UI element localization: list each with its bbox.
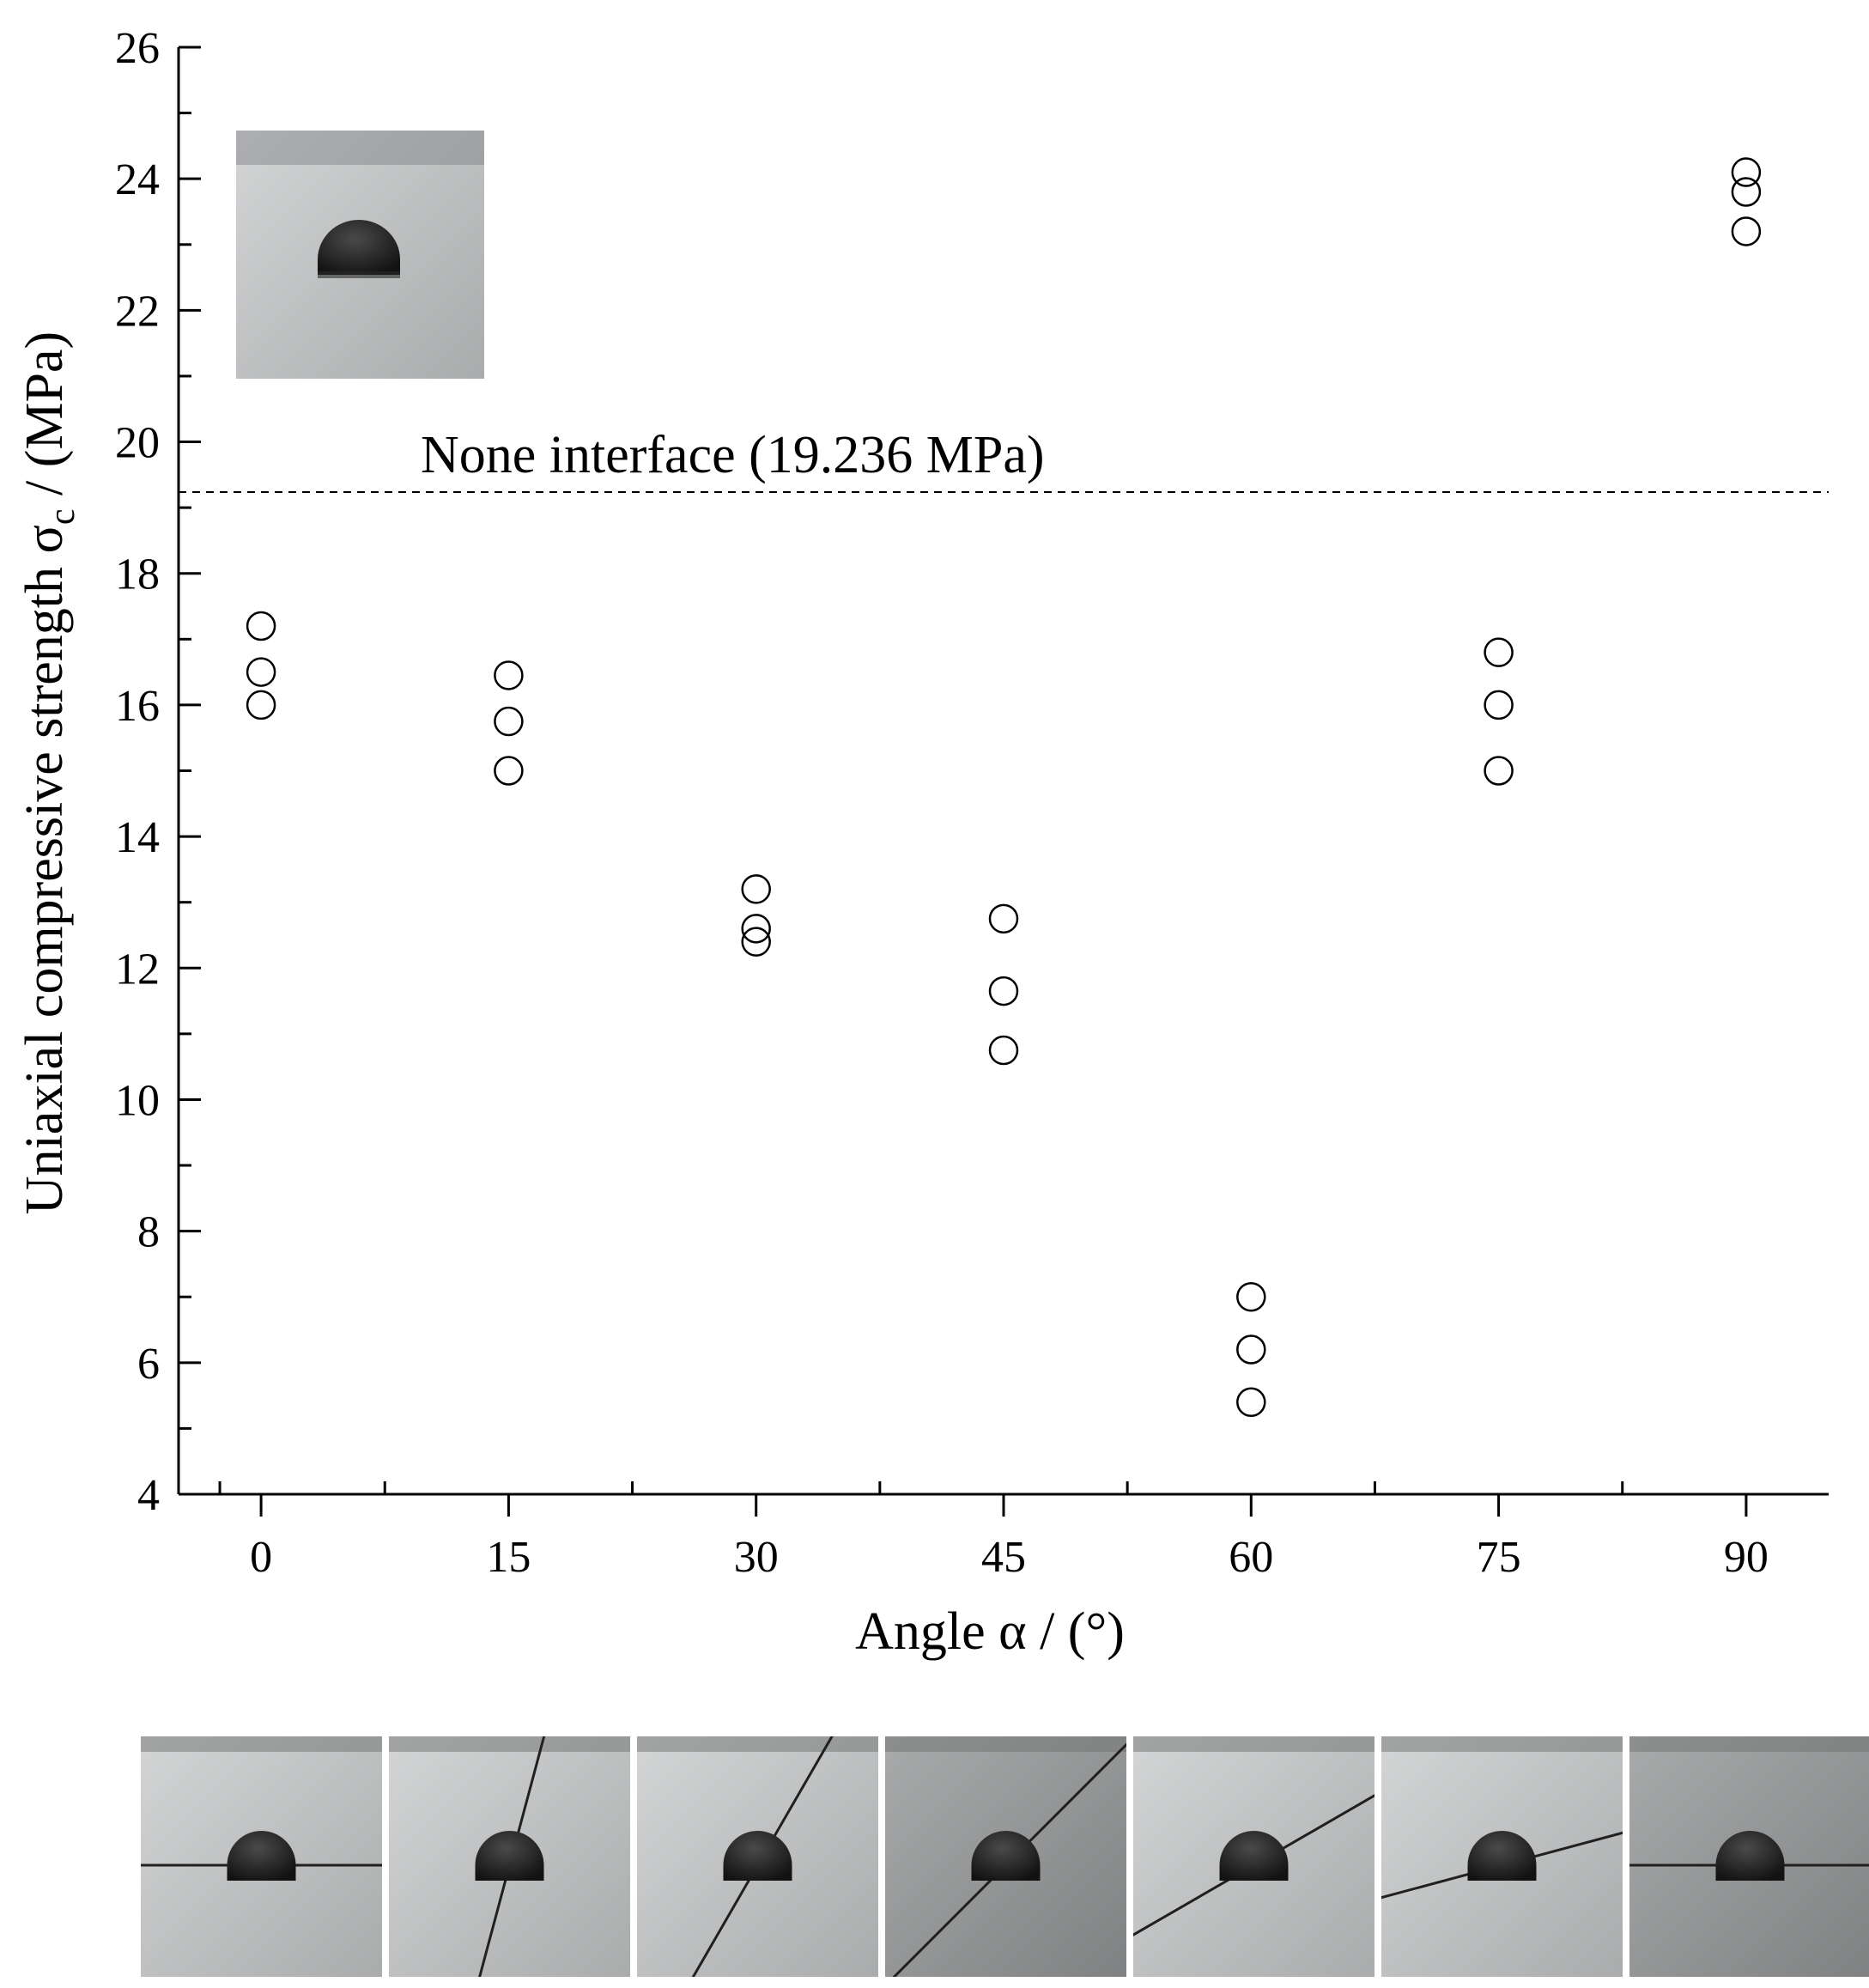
data-point (988, 1035, 1019, 1066)
data-point (1484, 637, 1514, 667)
y-axis-title-main: Uniaxial compressive strength σ (15, 525, 74, 1214)
data-point (1731, 216, 1762, 246)
y-tick-label: 12 (115, 945, 160, 994)
data-point (246, 611, 276, 641)
y-axis-title: Uniaxial compressive strength σc / (MPa) (15, 331, 82, 1214)
failure-photo-30 (637, 1736, 878, 1977)
y-tick-label: 4 (137, 1471, 160, 1520)
y-tick-label: 22 (115, 287, 160, 336)
y-tick-label: 16 (115, 682, 160, 731)
failure-photo-15 (389, 1736, 630, 1977)
failure-photo-90 (1629, 1736, 1869, 1977)
data-point (1484, 690, 1514, 720)
y-axis-title-unit: / (MPa) (15, 331, 74, 509)
plot-axes: 4 6 8 10 12 14 16 18 20 22 24 26 0 15 30 45 60 75 90 (115, 24, 1829, 1582)
data-point (494, 706, 524, 737)
reference-line-group: None interface (19.236 MPa) (179, 426, 1829, 494)
data-point (988, 903, 1019, 934)
data-point (494, 660, 524, 690)
x-tick-label: 0 (250, 1533, 272, 1582)
y-axis-title-subscript: c (43, 508, 82, 525)
data-point (246, 657, 276, 687)
data-point (741, 927, 771, 957)
x-tick-label: 60 (1229, 1533, 1273, 1582)
x-axis-title: Angle α / (°) (855, 1602, 1125, 1661)
inset-specimen-photo (236, 131, 484, 379)
data-point (246, 690, 276, 720)
x-tick-label: 30 (734, 1533, 779, 1582)
x-tick-label: 75 (1477, 1533, 1521, 1582)
data-point (741, 914, 771, 944)
data-point (1236, 1387, 1266, 1418)
data-point (494, 756, 524, 786)
failure-photo-45 (885, 1736, 1126, 1977)
x-tick-label: 90 (1724, 1533, 1769, 1582)
reference-line-label: None interface (19.236 MPa) (421, 426, 1045, 484)
data-point (1236, 1281, 1266, 1312)
x-tick-label: 45 (981, 1533, 1026, 1582)
y-tick-label: 10 (115, 1076, 160, 1125)
data-points (246, 157, 1762, 1418)
failure-photo-0 (141, 1736, 382, 1977)
failure-photo-60 (1133, 1736, 1374, 1977)
data-point (988, 976, 1019, 1006)
failure-photo-75 (1381, 1736, 1623, 1977)
y-tick-label: 8 (137, 1208, 160, 1257)
data-point (1731, 177, 1762, 207)
data-point (1236, 1334, 1266, 1365)
data-point (1731, 157, 1762, 187)
x-axis-ticks: 0 15 30 45 60 75 90 (218, 1481, 1769, 1582)
y-tick-label: 24 (115, 155, 160, 204)
y-tick-label: 20 (115, 419, 160, 468)
data-point (741, 874, 771, 904)
y-axis-ticks: 4 6 8 10 12 14 16 18 20 22 24 26 (115, 24, 201, 1520)
y-tick-label: 14 (115, 813, 160, 862)
failure-photo-strip (141, 1736, 1869, 1977)
data-point (1484, 756, 1514, 786)
y-tick-label: 6 (137, 1340, 160, 1389)
x-tick-label: 15 (486, 1533, 531, 1582)
y-tick-label: 26 (115, 24, 160, 73)
y-tick-label: 18 (115, 550, 160, 599)
